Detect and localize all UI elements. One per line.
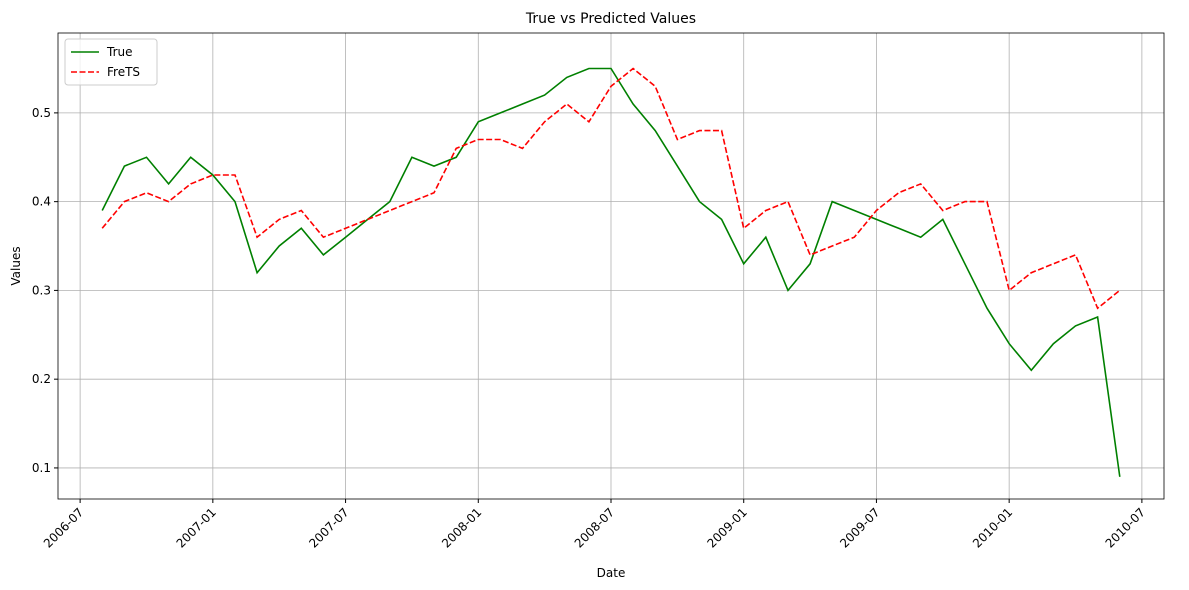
- y-tick-label: 0.3: [32, 283, 51, 297]
- legend-label: True: [106, 45, 133, 59]
- x-tick-label: 2007-01: [174, 505, 219, 550]
- data-line: [101, 67, 1121, 477]
- x-tick-label: 2006-07: [41, 505, 86, 550]
- y-tick-label: 0.4: [32, 195, 51, 209]
- x-tick-label: 2009-07: [837, 505, 882, 550]
- x-axis-label: Date: [597, 566, 626, 580]
- x-tick-label: 2008-07: [572, 505, 617, 550]
- y-tick-label: 0.1: [32, 461, 51, 475]
- legend-box: [64, 38, 158, 86]
- x-tick-label: 2010-01: [970, 505, 1015, 550]
- legend-label: FreTS: [107, 65, 140, 79]
- x-tick-label: 2007-07: [306, 505, 351, 550]
- x-tick-label: 2008-01: [439, 505, 484, 550]
- y-axis-label: Values: [9, 246, 23, 285]
- plot-frame: [57, 32, 1165, 500]
- y-tick-label: 0.5: [32, 106, 51, 120]
- chart-title: True vs Predicted Values: [525, 11, 696, 27]
- data-line: [101, 67, 1121, 310]
- x-tick-label: 2009-01: [704, 505, 749, 550]
- x-tick-label: 2010-07: [1103, 505, 1148, 550]
- y-tick-label: 0.2: [32, 372, 51, 386]
